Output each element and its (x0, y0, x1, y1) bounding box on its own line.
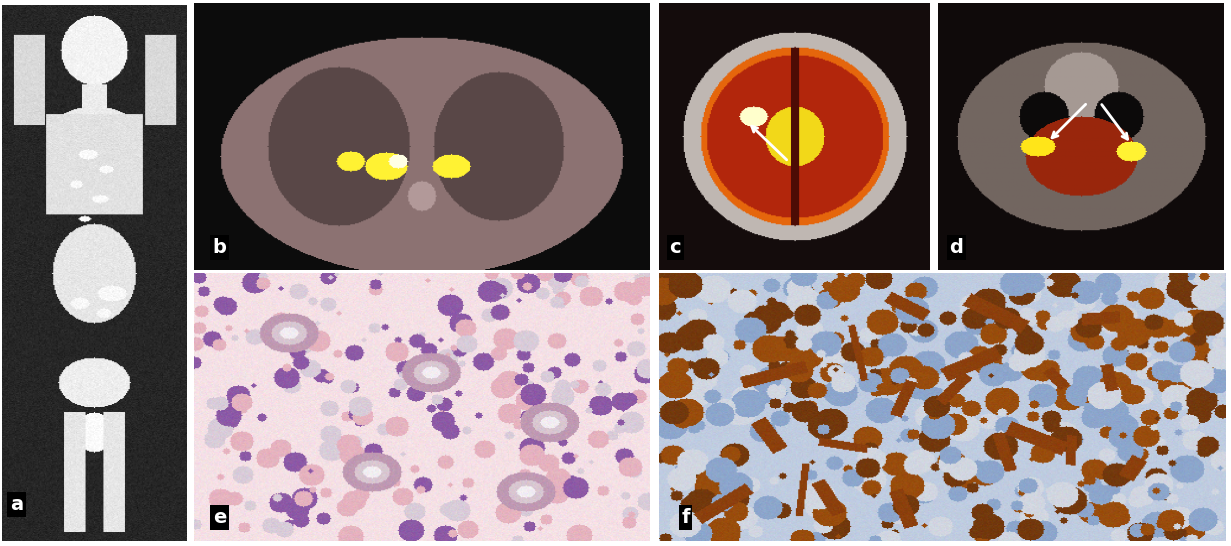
Text: e: e (213, 508, 227, 527)
Text: a: a (10, 495, 23, 514)
Text: d: d (949, 238, 964, 257)
Text: c: c (670, 238, 681, 257)
Text: f: f (681, 508, 689, 527)
Text: b: b (213, 238, 227, 257)
